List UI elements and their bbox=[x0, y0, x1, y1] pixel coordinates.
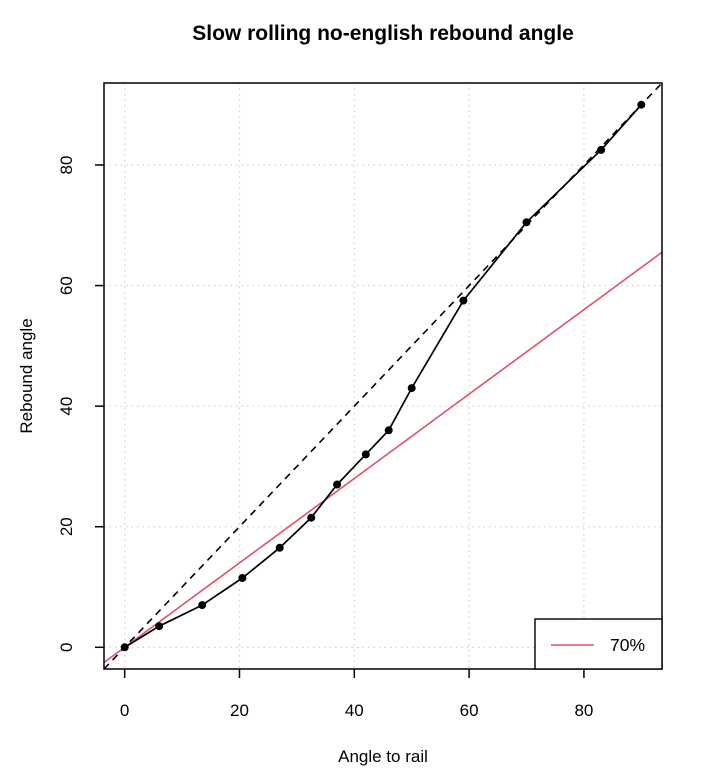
data-point bbox=[384, 426, 393, 435]
y-tick-label: 20 bbox=[57, 517, 76, 536]
x-tick-label: 80 bbox=[574, 701, 593, 720]
refline-seventy-percent bbox=[104, 251, 662, 664]
y-tick-label: 60 bbox=[57, 276, 76, 295]
data-point bbox=[407, 384, 416, 393]
data-point bbox=[361, 450, 370, 459]
x-axis-label: Angle to rail bbox=[338, 747, 428, 766]
y-tick-label: 80 bbox=[57, 156, 76, 175]
x-tick-label: 0 bbox=[120, 701, 129, 720]
data-point bbox=[307, 513, 316, 522]
legend: 70% bbox=[534, 618, 663, 670]
reference-lines bbox=[104, 83, 662, 669]
plot-border bbox=[103, 82, 663, 670]
data-point bbox=[637, 100, 646, 109]
data-point bbox=[120, 643, 129, 652]
x-tick-label: 60 bbox=[460, 701, 479, 720]
data-point bbox=[238, 574, 247, 582]
y-tick-label: 40 bbox=[57, 397, 76, 416]
x-tick-label: 40 bbox=[345, 701, 364, 720]
data-point bbox=[459, 296, 468, 305]
data-point bbox=[155, 622, 164, 631]
data-point bbox=[333, 480, 342, 489]
data-point bbox=[597, 145, 606, 154]
data-point bbox=[198, 601, 207, 610]
series-line bbox=[124, 104, 642, 649]
y-axis-label: Rebound angle bbox=[17, 318, 36, 434]
data-point bbox=[522, 218, 531, 227]
refline-equal-angle-diagonal bbox=[104, 83, 662, 669]
data-point bbox=[275, 543, 284, 552]
legend-label: 70% bbox=[610, 635, 645, 655]
y-tick-label: 0 bbox=[57, 643, 76, 652]
chart-title: Slow rolling no-english rebound angle bbox=[192, 22, 574, 45]
x-tick-label: 20 bbox=[230, 701, 249, 720]
legend-box bbox=[534, 618, 663, 670]
